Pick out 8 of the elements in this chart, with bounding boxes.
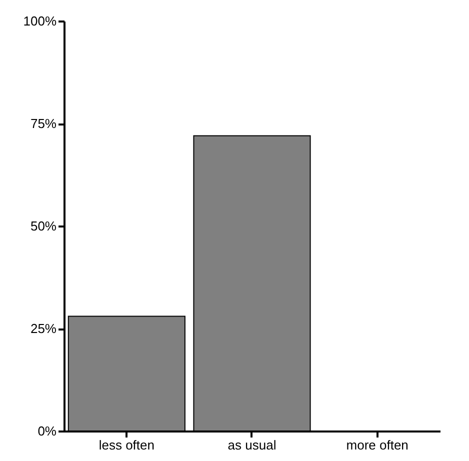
y-tick-label: 50% [30,218,57,234]
y-tick-label: 100% [23,14,57,28]
y-tick-label: 25% [30,321,57,336]
x-tick-label: more often [346,438,408,452]
x-tick-label: less often [98,438,154,452]
y-tick-label: 75% [30,116,57,131]
x-tick-label: as usual [228,438,276,452]
y-tick-label: 0% [38,424,57,438]
